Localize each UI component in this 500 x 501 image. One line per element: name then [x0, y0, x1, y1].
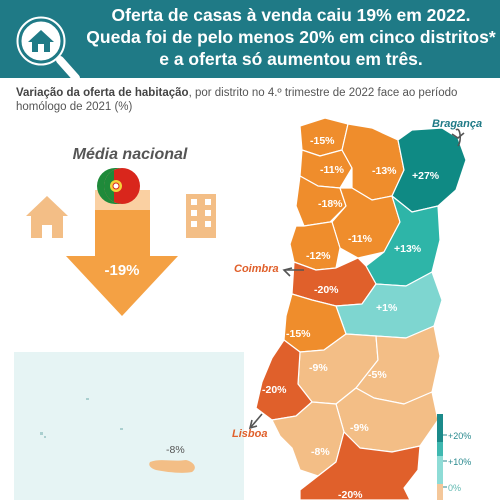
portugal-map	[255, 117, 467, 500]
value-viana: -15%	[310, 135, 335, 147]
coimbra-callout-icon	[282, 267, 293, 277]
down-arrow	[66, 190, 178, 316]
district-braganca	[391, 127, 467, 213]
braganca-callout-icon	[451, 132, 465, 139]
headline: Oferta de casas à venda caiu 19% em 2022…	[86, 5, 496, 69]
house-icon	[26, 196, 68, 238]
scale-label-zero: 0%	[448, 483, 462, 493]
subtitle-rest: , por distrito no 4.º trimestre de 2022 …	[16, 87, 458, 113]
value-portalegre: -5%	[368, 369, 387, 381]
value-viseu: -11%	[348, 233, 372, 245]
district-aveiro	[289, 221, 341, 271]
portugal-flag-icon	[97, 168, 140, 204]
value-coimbra: -20%	[314, 284, 339, 296]
scale-label-plus10: +10%	[448, 457, 472, 467]
value-lisboa: -20%	[262, 384, 287, 396]
value-porto: -18%	[318, 198, 343, 210]
lisboa-callout-icon	[248, 419, 258, 430]
value-beja: -20%	[338, 489, 363, 501]
azores-inset	[14, 352, 244, 500]
value-santarem: -9%	[309, 362, 328, 374]
value-braga: -11%	[320, 164, 344, 176]
house-search-icon	[13, 13, 80, 82]
district-beja	[299, 431, 421, 500]
national-average-value: -19%	[104, 262, 140, 279]
district-porto	[295, 175, 347, 227]
callout-arrows	[248, 128, 465, 430]
azores-islands-faint	[40, 398, 123, 438]
label-coimbra: Coimbra	[234, 263, 279, 275]
value-vila-real: -13%	[372, 165, 397, 177]
value-evora: -9%	[350, 422, 369, 434]
national-average-label: Média nacional	[72, 146, 188, 163]
header-banner	[0, 0, 500, 78]
value-braganca: +27%	[412, 170, 440, 182]
label-braganca: Bragança	[432, 118, 483, 130]
label-lisboa: Lisboa	[232, 428, 268, 440]
value-castelo-branco: +1%	[376, 302, 398, 314]
value-leiria: -15%	[286, 328, 311, 340]
value-setubal: -8%	[311, 446, 330, 458]
subtitle: Variação da oferta de habitação, por dis…	[16, 86, 486, 114]
value-aveiro: -12%	[306, 250, 331, 262]
azores-sao-miguel	[149, 460, 195, 473]
color-scale	[437, 414, 447, 500]
value-guarda: +13%	[394, 243, 422, 255]
scale-label-plus20: +20%	[448, 431, 472, 441]
subtitle-bold: Variação da oferta de habitação	[16, 87, 189, 99]
apartment-building-icon	[186, 194, 216, 238]
value-azores: -8%	[166, 444, 185, 456]
